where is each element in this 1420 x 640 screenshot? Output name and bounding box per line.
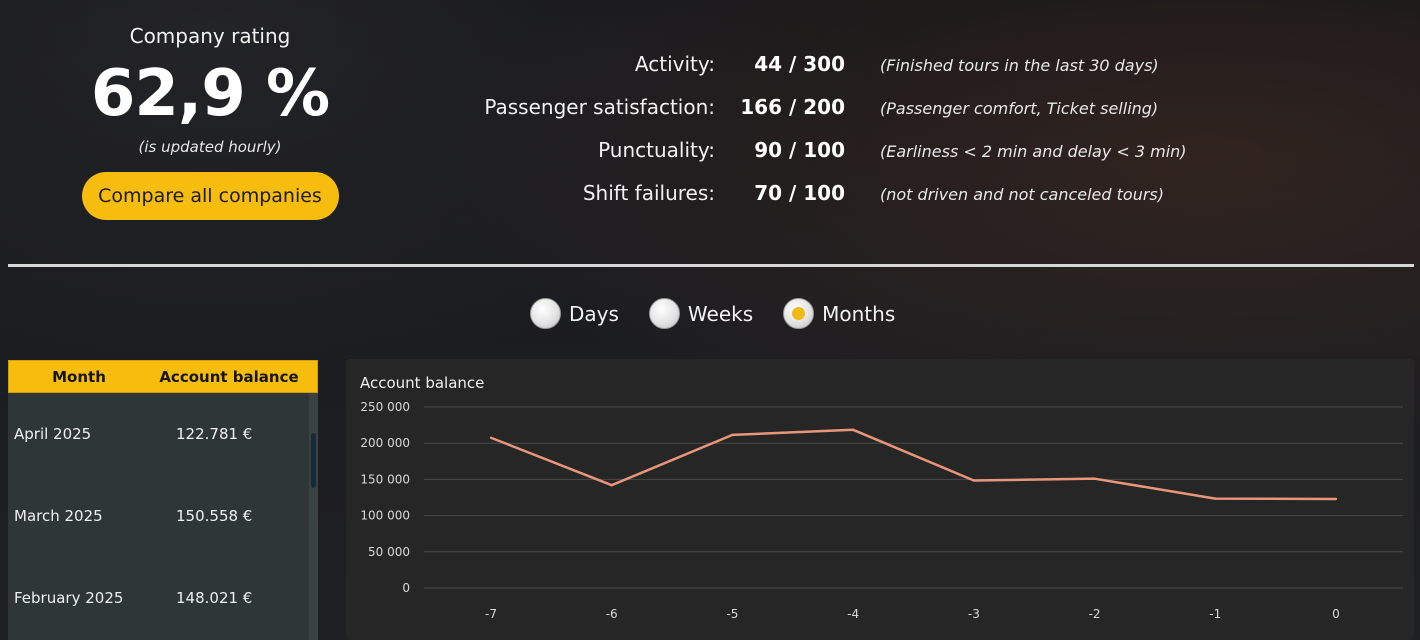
data-point: [1334, 497, 1338, 501]
company-rating-title: Company rating: [129, 24, 291, 48]
metric-value: 166 / 200: [740, 95, 845, 119]
table-row: February 2025 148.021 €: [8, 557, 318, 639]
metric-description: (Passenger comfort, Ticket selling): [880, 99, 1159, 118]
compare-all-companies-button[interactable]: Compare all companies: [81, 172, 339, 220]
cell-month: February 2025: [14, 589, 124, 607]
series-line: [490, 428, 1337, 501]
metric-description: (Earliness < 2 min and delay < 3 min): [880, 142, 1187, 161]
metric-description: (not driven and not canceled tours): [880, 185, 1164, 204]
data-point: [972, 479, 976, 482]
data-point: [489, 436, 493, 439]
metric-value: 70 / 100: [754, 181, 845, 205]
data-point: [1214, 497, 1217, 500]
metric-value: 44 / 300: [754, 52, 845, 76]
cell-month: April 2025: [14, 425, 92, 443]
data-point: [1093, 477, 1096, 480]
y-tick-label: 100 000: [360, 509, 410, 523]
chart-canvas: 0 50 000 100 000 150 000 200 000 250 000 -7 -6 -…: [360, 400, 1403, 621]
radio-button-weeks[interactable]: [648, 298, 680, 329]
cell-balance: 150.558 €: [176, 507, 253, 525]
radio-button-days[interactable]: [530, 298, 561, 329]
chart-title: Account balance: [360, 374, 485, 392]
rating-metrics: Activity: 44 / 300 (Finished tours in th…: [450, 52, 1187, 224]
cell-balance: 122.781 €: [176, 425, 253, 443]
radio-option-weeks[interactable]: Weeks: [648, 298, 754, 329]
y-tick-label: 0: [402, 581, 410, 595]
metric-value: 90 / 100: [754, 138, 845, 162]
x-tick-label: -7: [485, 607, 497, 621]
x-tick-label: -3: [968, 607, 980, 621]
column-header-account-balance[interactable]: Account balance: [159, 367, 299, 386]
radio-label-months[interactable]: Months: [822, 301, 896, 326]
metric-description: (Finished tours in the last 30 days): [880, 56, 1159, 75]
metric-label: Passenger satisfaction:: [484, 95, 715, 119]
scrollbar-thumb[interactable]: [311, 433, 316, 488]
radio-label-weeks[interactable]: Weeks: [687, 301, 754, 326]
account-balance-chart: Account balance 0 50 000 100 000 150 000 200…: [346, 359, 1414, 640]
x-tick-label: -2: [1089, 607, 1101, 621]
table-scrollbar[interactable]: [309, 393, 318, 640]
data-point: [851, 428, 855, 432]
column-header-month[interactable]: Month: [52, 367, 106, 386]
x-tick-label: -4: [847, 607, 859, 621]
rating-update-note: (is updated hourly): [138, 138, 282, 156]
y-tick-label: 50 000: [368, 545, 410, 559]
y-tick-label: 200 000: [360, 436, 410, 450]
x-tick-label: 0: [1332, 607, 1340, 621]
cell-balance: 148.021 €: [176, 589, 253, 607]
metric-row-punctuality: Punctuality: 90 / 100 (Earliness < 2 min…: [450, 138, 1187, 181]
metric-label: Shift failures:: [582, 181, 715, 205]
x-tick-label: -1: [1209, 607, 1221, 621]
period-radio-group: Days Weeks Months: [530, 298, 925, 329]
radio-label-days[interactable]: Days: [569, 301, 619, 326]
y-tick-label: 250 000: [360, 400, 410, 414]
y-tick-label: 150 000: [360, 472, 410, 486]
metric-row-passenger-satisfaction: Passenger satisfaction: 166 / 200 (Passe…: [450, 95, 1187, 138]
section-divider: [8, 264, 1414, 267]
table-row: April 2025 122.781 €: [8, 393, 318, 475]
radio-option-days[interactable]: Days: [530, 298, 619, 329]
table-header: Month Account balance: [8, 360, 318, 393]
metric-row-activity: Activity: 44 / 300 (Finished tours in th…: [450, 52, 1187, 95]
metric-label: Punctuality:: [598, 138, 715, 162]
x-tick-label: -6: [606, 607, 618, 621]
radio-button-months[interactable]: [783, 298, 815, 329]
metric-label: Activity:: [634, 52, 715, 76]
table-row: March 2025 150.558 €: [8, 475, 318, 557]
account-balance-table: Month Account balance April 2025 122.781…: [8, 360, 318, 640]
data-point: [610, 483, 613, 487]
metric-row-shift-failures: Shift failures: 70 / 100 (not driven and…: [450, 181, 1187, 224]
cell-month: March 2025: [14, 507, 103, 525]
company-rating-value: 62,9 %: [90, 57, 330, 131]
radio-option-months[interactable]: Months: [783, 298, 895, 329]
data-point: [731, 433, 734, 437]
company-rating-panel: Company rating 62,9 % (is updated hourly…: [60, 24, 360, 220]
x-tick-label: -5: [726, 607, 738, 621]
